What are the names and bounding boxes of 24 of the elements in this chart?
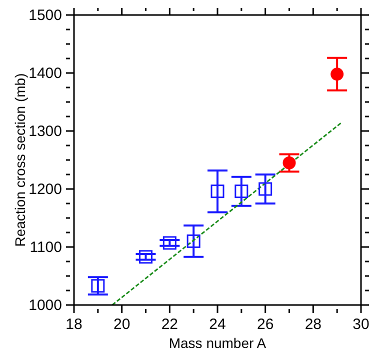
x-tick-label: 22 (161, 316, 178, 333)
point (91, 279, 105, 293)
point (210, 184, 224, 198)
point (186, 234, 200, 248)
x-axis-title: Mass number A (168, 335, 267, 351)
y-tick-label: 1100 (30, 239, 62, 256)
x-tick-label: 24 (209, 316, 226, 333)
point (258, 182, 272, 196)
y-tick-label: 1500 (28, 7, 62, 24)
y-tick-label: 1300 (28, 123, 62, 140)
y-tick-label: 1400 (28, 65, 62, 82)
x-tick-label: 30 (352, 316, 370, 333)
point (330, 68, 344, 81)
x-tick-label: 28 (304, 316, 322, 333)
point (139, 250, 152, 264)
y-tick-label: 1200 (28, 181, 62, 198)
point (282, 156, 296, 170)
x-tick-label: 20 (113, 316, 130, 333)
x-tick-label: 18 (66, 316, 82, 333)
point (234, 184, 248, 198)
x-tick-label: 26 (256, 316, 274, 333)
point (162, 236, 176, 250)
y-axis-title: Reaction cross section (mb) (12, 73, 28, 247)
y-tick-label: 1000 (28, 297, 62, 314)
